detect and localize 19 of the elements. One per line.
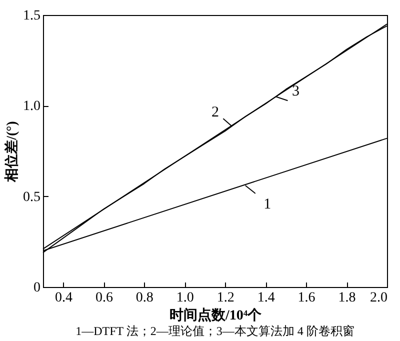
y-tick-label: 0.5 [23,190,40,205]
x-tick-label: 1.0 [176,290,194,306]
y-tick-label: 1.5 [23,8,40,24]
y-axis-title: 相位差/(°) [4,120,20,183]
x-tick-label: 1.6 [298,290,316,306]
x-tick-label: 2.0 [370,290,388,306]
annotation: 3 [292,84,300,100]
annotation: 2 [211,104,219,121]
y-tick-label: 0 [34,280,40,296]
x-tick-label: 0.8 [136,290,154,306]
x-tick-label: 1.4 [257,290,275,306]
x-tick-label: 1.8 [338,290,356,306]
x-axis-title: 时间点数/10⁴个 [169,308,263,324]
x-tick-label: 1.2 [216,290,234,306]
text: 1—DTFT 法；2—理论值；3—本文算法加 4 阶卷积窗 [76,324,354,338]
annotation: 1 [264,196,272,212]
y-tick-label: 1.0 [23,99,40,114]
x-tick-label: 0.4 [54,290,72,306]
x-tick-label: 0.6 [95,290,113,306]
